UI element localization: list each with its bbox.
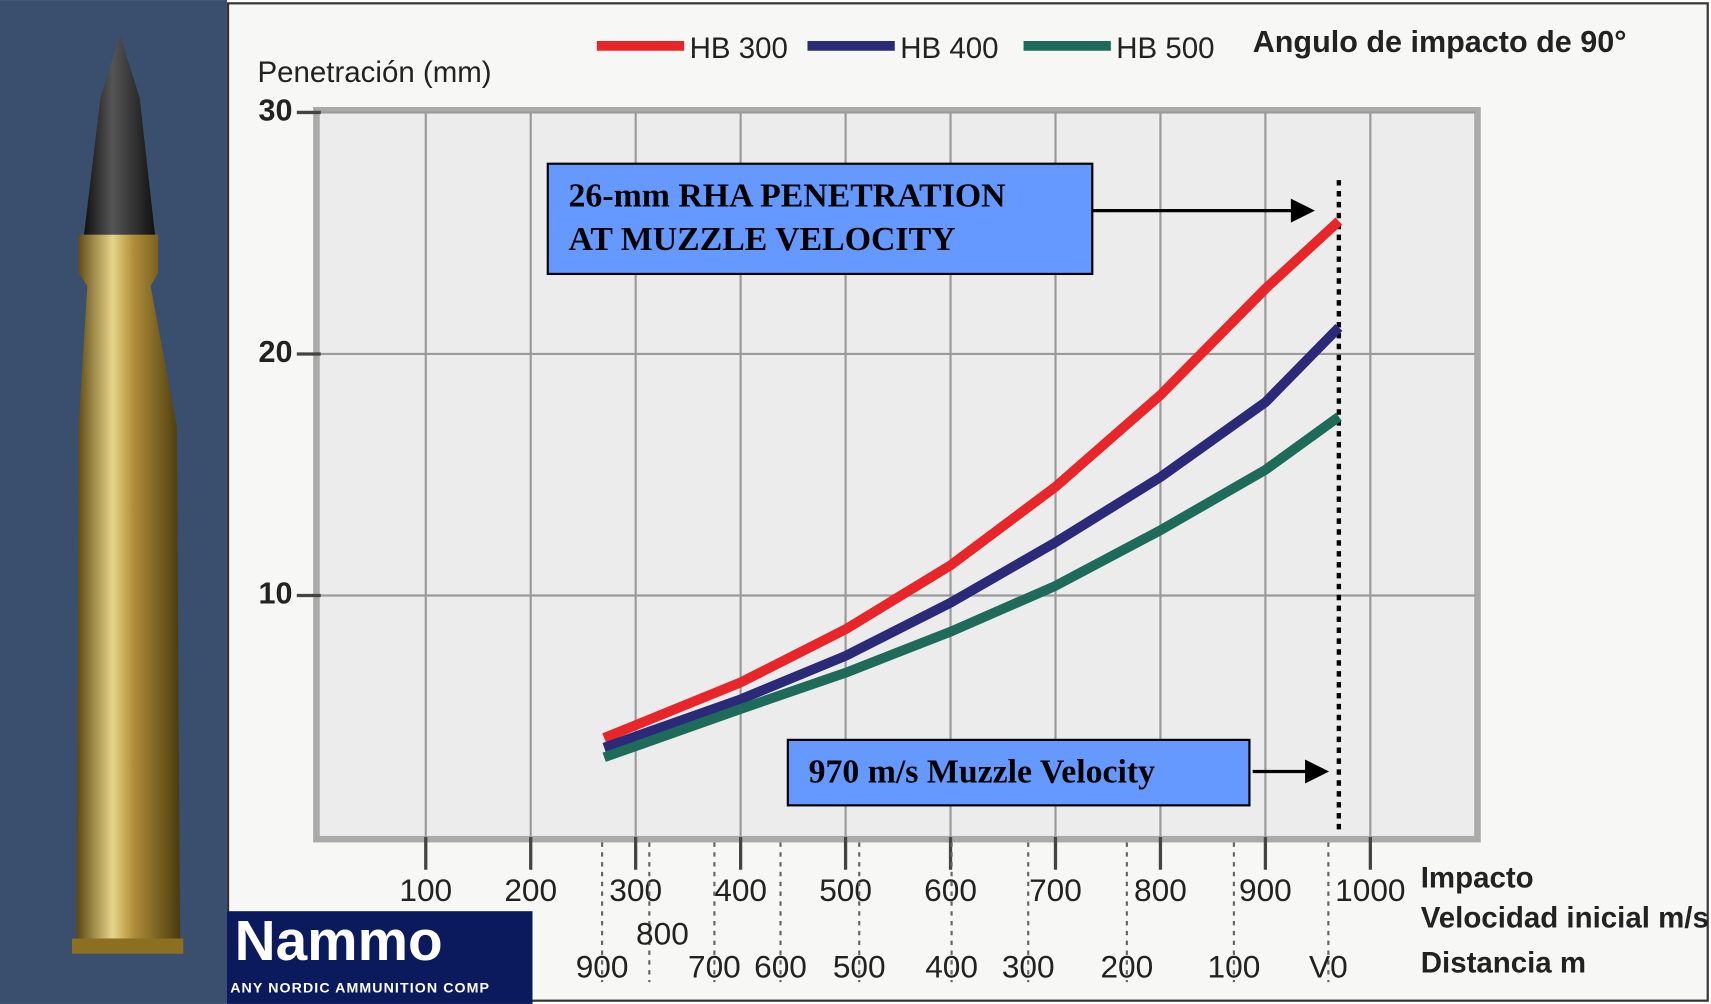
distance-tick-label: 500	[833, 948, 886, 984]
x-tick-label: 200	[504, 872, 557, 908]
chart: Angulo de impacto de 90° Penetración (mm…	[0, 0, 1711, 1004]
distance-tick-label: 400	[925, 948, 978, 984]
legend-label: HB 500	[1116, 32, 1214, 65]
x-tick-label: 100	[399, 872, 452, 908]
distance-tick-label: 800	[636, 916, 689, 952]
distance-tick-label: 900	[576, 948, 629, 984]
annotation-text: 970 m/s Muzzle Velocity	[809, 754, 1156, 791]
distance-tick-label: 100	[1208, 948, 1261, 984]
x-tick-label: 800	[1134, 872, 1187, 908]
x-tick-label: 300	[609, 872, 662, 908]
logo-tagline: ANY NORDIC AMMUNITION COMP	[230, 980, 490, 996]
chart-title: Angulo de impacto de 90°	[1253, 25, 1627, 59]
distance-tick-label: 700	[688, 948, 741, 984]
y-tick-label: 20	[258, 335, 292, 369]
legend-label: HB 300	[690, 32, 788, 65]
x-tick-label: 400	[714, 872, 767, 908]
annotation-text: 26-mm RHA PENETRATION	[569, 177, 1006, 214]
y-tick-label: 30	[258, 94, 292, 128]
distance-tick-label: V0	[1309, 948, 1348, 984]
y-axis-label: Penetración (mm)	[258, 56, 492, 89]
x-axis-sublabel: Velocidad inicial m/s	[1421, 902, 1709, 935]
x-tick-label: 500	[819, 872, 872, 908]
x-tick-label: 1000	[1335, 872, 1405, 908]
distance-tick-label: 300	[1002, 948, 1055, 984]
legend-label: HB 400	[900, 32, 998, 65]
logo: Nammo ANY NORDIC AMMUNITION COMP	[227, 910, 533, 1004]
logo-mark: Nammo	[235, 910, 443, 973]
distance-axis-label: Distancia m	[1421, 946, 1586, 979]
x-tick-label: 900	[1239, 872, 1292, 908]
y-tick-label: 10	[258, 577, 292, 611]
x-tick-label: 700	[1029, 872, 1082, 908]
x-axis-label: Impacto	[1421, 861, 1534, 894]
distance-tick-label: 600	[754, 948, 807, 984]
annotation-text: AT MUZZLE VELOCITY	[569, 221, 956, 258]
distance-tick-label: 200	[1100, 948, 1153, 984]
